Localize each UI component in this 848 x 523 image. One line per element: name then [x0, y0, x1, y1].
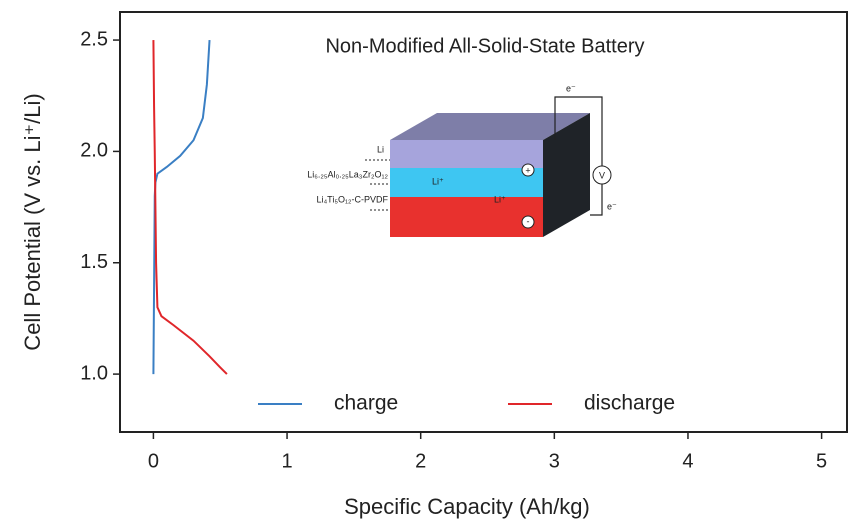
- series-line: [152, 40, 211, 375]
- legend-label: discharge: [584, 392, 675, 415]
- ion-label: Li⁺: [432, 176, 444, 186]
- electron-label: e⁻: [566, 83, 576, 93]
- x-tick-label: 3: [549, 450, 560, 472]
- wire: [554, 96, 603, 166]
- y-axis-title: Cell Potential (V vs. Li⁺/Li): [20, 93, 45, 350]
- llzo-layer: [390, 168, 543, 197]
- y-tick-label: 1.5: [80, 251, 108, 273]
- legend-label: charge: [334, 392, 398, 415]
- battery-side: [543, 113, 590, 237]
- y-tick-label: 2.0: [80, 140, 108, 162]
- voltmeter: [592, 165, 612, 185]
- x-tick-label: 0: [148, 450, 159, 472]
- series-line: [152, 40, 228, 375]
- battery-top: [390, 113, 590, 140]
- pos-terminal: [521, 163, 535, 177]
- li-layer: [390, 140, 543, 168]
- electron-label: e⁻: [607, 201, 617, 211]
- x-axis-title: Specific Capacity (Ah/kg): [344, 494, 590, 519]
- x-tick-label: 4: [682, 450, 693, 472]
- meter-label: V: [599, 170, 605, 180]
- chart-title: Non-Modified All-Solid-State Battery: [325, 35, 644, 57]
- layer-label: Li: [377, 144, 384, 154]
- layer-label: Li₄Ti₅O₁₂-C-PVDF: [317, 194, 389, 204]
- lto-layer: [390, 197, 543, 237]
- x-tick-label: 5: [816, 450, 827, 472]
- battery-inset: Li Li₆.₂₅Al₀.₂₅La₃Zr₂O₁₂ Li₄Ti₅O₁₂-C-PVD…: [307, 83, 617, 237]
- ion-label: Li⁺: [494, 194, 506, 204]
- neg-label: -: [527, 216, 530, 226]
- y-tick-label: 1.0: [80, 362, 108, 384]
- x-tick-label: 1: [281, 450, 292, 472]
- neg-terminal: [521, 215, 535, 229]
- x-tick-label: 2: [415, 450, 426, 472]
- layer-label: Li₆.₂₅Al₀.₂₅La₃Zr₂O₁₂: [307, 169, 388, 179]
- y-tick-label: 2.5: [80, 28, 108, 50]
- pos-label: +: [525, 165, 530, 175]
- plot-frame: [119, 11, 848, 433]
- wire: [590, 184, 603, 216]
